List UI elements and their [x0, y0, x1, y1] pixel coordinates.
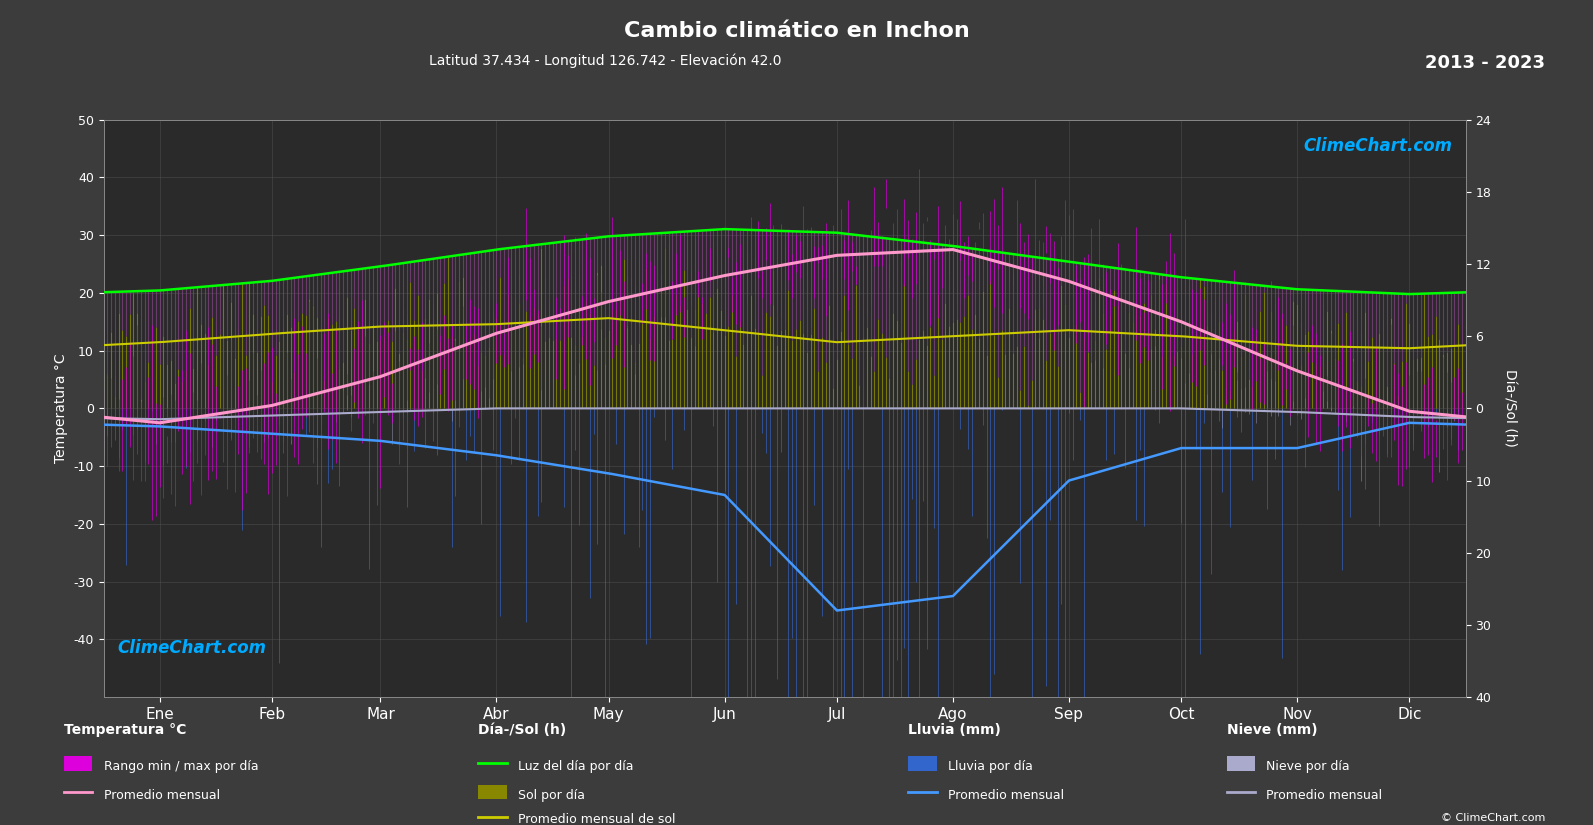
- Text: Luz del día por día: Luz del día por día: [518, 760, 634, 773]
- Text: Promedio mensual: Promedio mensual: [1266, 789, 1383, 802]
- Text: Sol por día: Sol por día: [518, 789, 585, 802]
- Text: Promedio mensual: Promedio mensual: [104, 789, 220, 802]
- Text: Nieve por día: Nieve por día: [1266, 760, 1349, 773]
- Y-axis label: Día-/Sol (h): Día-/Sol (h): [1502, 370, 1517, 447]
- Text: Temperatura °C: Temperatura °C: [64, 724, 186, 738]
- Text: © ClimeChart.com: © ClimeChart.com: [1440, 813, 1545, 823]
- Text: Lluvia por día: Lluvia por día: [948, 760, 1032, 773]
- Text: Promedio mensual de sol: Promedio mensual de sol: [518, 813, 675, 825]
- Text: Promedio mensual: Promedio mensual: [948, 789, 1064, 802]
- Text: Rango min / max por día: Rango min / max por día: [104, 760, 258, 773]
- Text: Latitud 37.434 - Longitud 126.742 - Elevación 42.0: Latitud 37.434 - Longitud 126.742 - Elev…: [429, 54, 782, 68]
- Text: Cambio climático en Inchon: Cambio climático en Inchon: [623, 21, 970, 40]
- Text: Nieve (mm): Nieve (mm): [1227, 724, 1317, 738]
- Text: Día-/Sol (h): Día-/Sol (h): [478, 724, 566, 738]
- Text: Lluvia (mm): Lluvia (mm): [908, 724, 1000, 738]
- Y-axis label: Temperatura °C: Temperatura °C: [54, 354, 68, 463]
- Text: ClimeChart.com: ClimeChart.com: [118, 639, 266, 657]
- Text: 2013 - 2023: 2013 - 2023: [1426, 54, 1545, 72]
- Text: ClimeChart.com: ClimeChart.com: [1303, 137, 1451, 155]
